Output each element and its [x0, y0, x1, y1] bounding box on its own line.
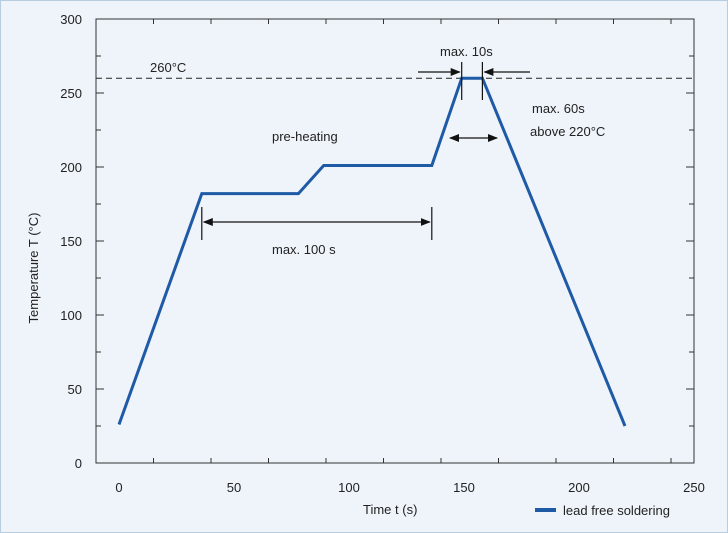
annotation-max-10s: max. 10s [440, 44, 493, 59]
x-axis-label: Time t (s) [363, 502, 417, 517]
y-tick-label: 50 [68, 382, 82, 397]
y-axis-ticks: 0 50 100 150 200 250 300 [60, 12, 694, 471]
y-tick-label: 250 [60, 86, 82, 101]
x-axis-ticks: 0 50 100 150 200 250 [95, 19, 705, 495]
y-tick-label: 0 [75, 456, 82, 471]
x-tick-label: 200 [568, 480, 590, 495]
annotation-above-220: above 220°C [530, 124, 605, 139]
annotation-max-100s: max. 100 s [272, 242, 336, 257]
y-tick-label: 300 [60, 12, 82, 27]
legend-label: lead free soldering [563, 503, 670, 518]
x-tick-label: 0 [115, 480, 122, 495]
y-axis-label: Temperature T (°C) [26, 213, 41, 324]
y-tick-label: 150 [60, 234, 82, 249]
y-tick-label: 200 [60, 160, 82, 175]
x-tick-label: 100 [338, 480, 360, 495]
series-line-lead-free-soldering [117, 76, 627, 427]
annotations [201, 62, 530, 240]
x-tick-label: 150 [453, 480, 475, 495]
annotation-preheating: pre-heating [272, 129, 338, 144]
y-tick-label: 100 [60, 308, 82, 323]
reference-line-label: 260°C [150, 60, 186, 75]
x-tick-label: 50 [227, 480, 241, 495]
annotation-max-60s: max. 60s [532, 101, 585, 116]
x-tick-label: 250 [683, 480, 705, 495]
